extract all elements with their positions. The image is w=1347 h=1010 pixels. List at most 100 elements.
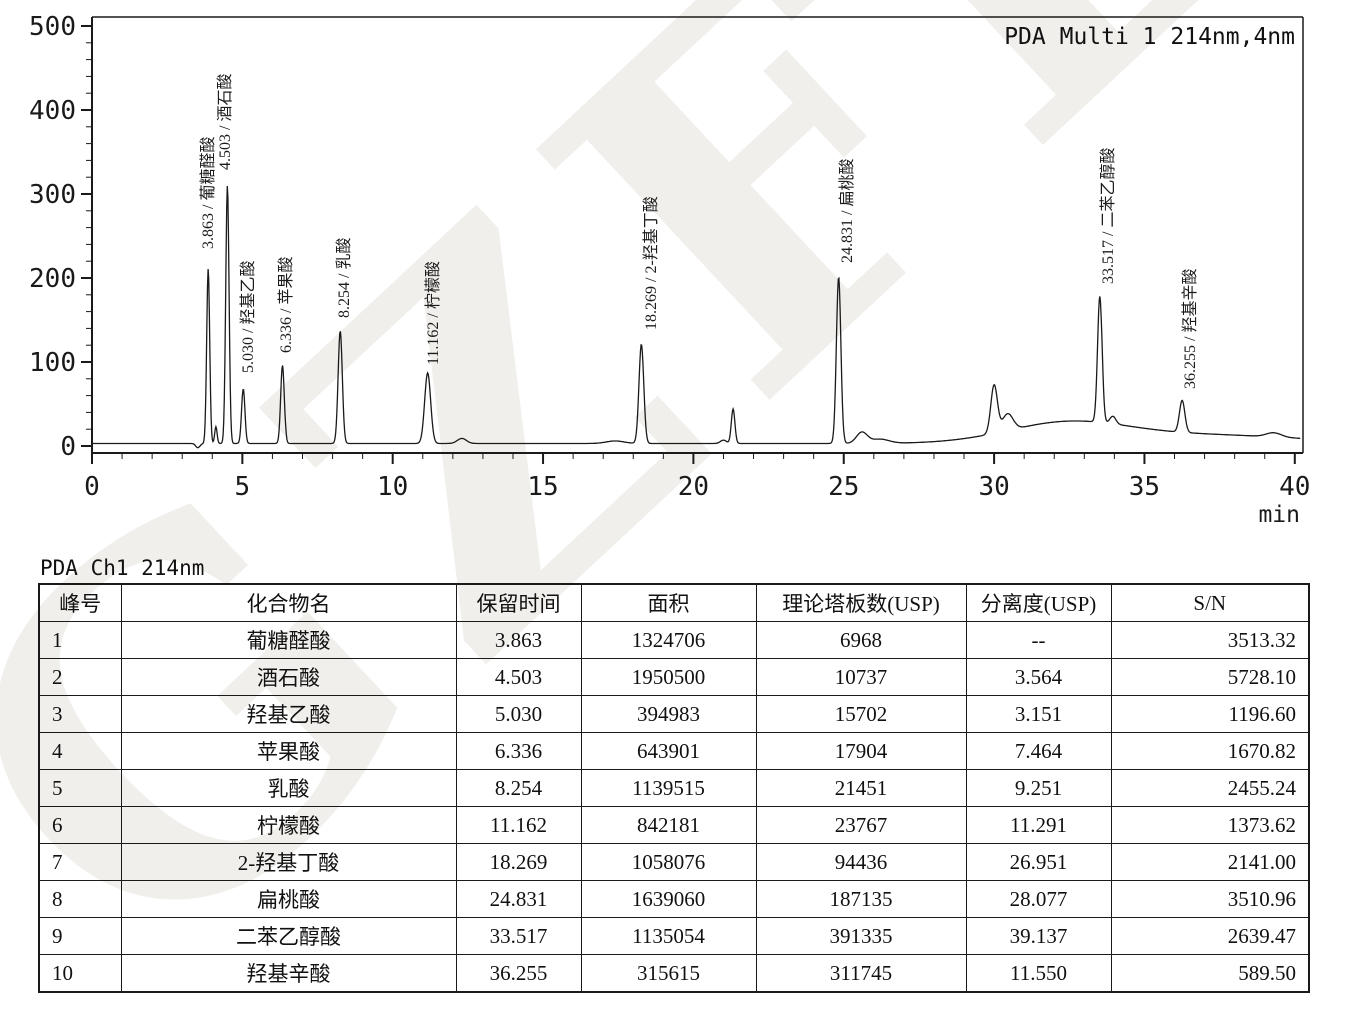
- table-title: PDA Ch1 214nm: [40, 556, 205, 580]
- table-cell: 7.464: [965, 732, 1112, 770]
- table-cell: 3: [38, 695, 122, 733]
- x-tick-label: 0: [84, 472, 100, 502]
- x-tick-label: 20: [678, 472, 709, 502]
- table-cell: 2-羟基丁酸: [120, 843, 457, 881]
- table-cell: 7: [38, 843, 122, 881]
- peak-annotation: 18.269 / 2-羟基丁酸: [643, 196, 661, 331]
- peak-table-block: PDA Ch1 214nm 峰号 化合物名 保留时间 面积 理论塔板数(USP) 分离度(…: [38, 556, 1310, 993]
- peak-annotation: 33.517 / 二苯乙醇酸: [1099, 147, 1117, 285]
- table-cell: 苹果酸: [120, 732, 457, 770]
- table-cell: 1196.60: [1110, 695, 1310, 733]
- table-cell: 187135: [755, 880, 967, 918]
- x-tick-label: 35: [1129, 472, 1160, 502]
- table-cell: 643901: [580, 732, 757, 770]
- x-tick-label: 10: [377, 472, 408, 502]
- table-cell: 2141.00: [1110, 843, 1310, 881]
- table-cell: 6.336: [455, 732, 582, 770]
- column-header: 分离度(USP): [965, 583, 1112, 622]
- table-cell: 6968: [755, 621, 967, 659]
- table-row: 7 2-羟基丁酸 18.269 1058076 94436 26.951 2141.00: [38, 843, 1310, 881]
- table-cell: 5: [38, 769, 122, 807]
- peak-annotation: 8.254 / 乳酸: [336, 237, 354, 318]
- table-cell: 842181: [580, 806, 757, 844]
- table-cell: 36.255: [455, 954, 582, 993]
- table-header-row: 峰号 化合物名 保留时间 面积 理论塔板数(USP) 分离度(USP) S/N: [38, 583, 1310, 622]
- table-cell: 1670.82: [1110, 732, 1310, 770]
- x-tick-label: 25: [828, 472, 859, 502]
- x-axis-unit: min: [1258, 502, 1300, 528]
- y-tick-label: 500: [29, 12, 76, 42]
- y-tick-label: 300: [29, 180, 76, 210]
- peak-annotation: 11.162 / 柠檬酸: [424, 261, 442, 365]
- table-cell: 羟基乙酸: [120, 695, 457, 733]
- table-row: 2 酒石酸 4.503 1950500 10737 3.564 5728.10: [38, 658, 1310, 696]
- x-tick-label: 40: [1279, 472, 1310, 502]
- table-cell: 2455.24: [1110, 769, 1310, 807]
- chromatogram-trace: [92, 185, 1301, 449]
- table-cell: 扁桃酸: [120, 880, 457, 918]
- x-tick-label: 30: [978, 472, 1009, 502]
- table-cell: 1950500: [580, 658, 757, 696]
- table-cell: 39.137: [965, 917, 1112, 955]
- table-cell: 1639060: [580, 880, 757, 918]
- table-cell: 4.503: [455, 658, 582, 696]
- peak-annotation: 5.030 / 羟基乙酸: [240, 260, 258, 373]
- table-cell: 3.564: [965, 658, 1112, 696]
- table-row: 1 葡糖醛酸 3.863 1324706 6968 -- 3513.32: [38, 621, 1310, 659]
- table-cell: 21451: [755, 769, 967, 807]
- table-cell: 3510.96: [1110, 880, 1310, 918]
- table-cell: 1135054: [580, 917, 757, 955]
- y-tick-label: 400: [29, 96, 76, 126]
- table-cell: 2639.47: [1110, 917, 1310, 955]
- table-cell: 5728.10: [1110, 658, 1310, 696]
- table-cell: 1373.62: [1110, 806, 1310, 844]
- table-cell: 315615: [580, 954, 757, 993]
- table-row: 8 扁桃酸 24.831 1639060 187135 28.077 3510.96: [38, 880, 1310, 918]
- table-cell: 柠檬酸: [120, 806, 457, 844]
- table-cell: 2: [38, 658, 122, 696]
- table-cell: 8: [38, 880, 122, 918]
- table-cell: 9: [38, 917, 122, 955]
- table-cell: 26.951: [965, 843, 1112, 881]
- table-cell: 23767: [755, 806, 967, 844]
- peak-annotation: 4.503 / 酒石酸: [217, 73, 235, 170]
- table-cell: 5.030: [455, 695, 582, 733]
- x-tick-label: 5: [235, 472, 251, 502]
- channel-label: PDA Multi 1 214nm,4nm: [1004, 24, 1295, 50]
- column-header: 面积: [580, 583, 757, 622]
- peak-annotation: 6.336 / 苹果酸: [277, 256, 295, 354]
- peak-annotation: 24.831 / 扁桃酸: [838, 158, 856, 264]
- peak-annotation: 36.255 / 羟基辛酸: [1182, 268, 1200, 390]
- table-cell: 酒石酸: [120, 658, 457, 696]
- table-cell: 18.269: [455, 843, 582, 881]
- table-cell: 葡糖醛酸: [120, 621, 457, 659]
- table-cell: 10: [38, 954, 122, 993]
- table-cell: 乳酸: [120, 769, 457, 807]
- column-header: 理论塔板数(USP): [755, 583, 967, 622]
- column-header: 峰号: [38, 583, 122, 622]
- peak-table: 峰号 化合物名 保留时间 面积 理论塔板数(USP) 分离度(USP) S/N 1 葡糖醛酸 3…: [38, 583, 1310, 993]
- y-tick-label: 0: [60, 432, 76, 462]
- table-cell: 9.251: [965, 769, 1112, 807]
- table-cell: 8.254: [455, 769, 582, 807]
- table-cell: 10737: [755, 658, 967, 696]
- table-cell: 11.291: [965, 806, 1112, 844]
- table-cell: --: [965, 621, 1112, 659]
- table-cell: 1058076: [580, 843, 757, 881]
- table-row: 5 乳酸 8.254 1139515 21451 9.251 2455.24: [38, 769, 1310, 807]
- table-row: 6 柠檬酸 11.162 842181 23767 11.291 1373.62: [38, 806, 1310, 844]
- table-cell: 11.550: [965, 954, 1112, 993]
- chromatogram-chart: 0 5 10 15 20 25 30 35 40 min 0 100 200 300 400 500 PDA …: [29, 12, 1310, 528]
- table-cell: 3.863: [455, 621, 582, 659]
- y-tick-label: 200: [29, 264, 76, 294]
- table-row: 4 苹果酸 6.336 643901 17904 7.464 1670.82: [38, 732, 1310, 770]
- table-cell: 6: [38, 806, 122, 844]
- table-cell: 94436: [755, 843, 967, 881]
- peak-annotation: 3.863 / 葡糖醛酸: [200, 136, 218, 249]
- table-cell: 11.162: [455, 806, 582, 844]
- table-cell: 1: [38, 621, 122, 659]
- x-tick-label: 15: [527, 472, 558, 502]
- table-cell: 二苯乙醇酸: [120, 917, 457, 955]
